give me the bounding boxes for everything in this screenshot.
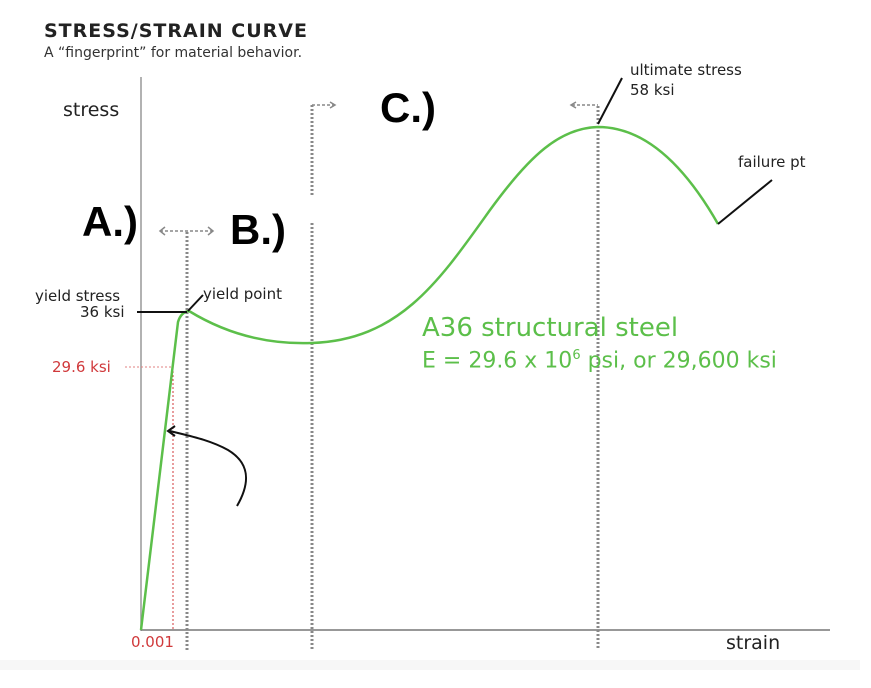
- material-name: A36 structural steel: [422, 313, 679, 343]
- region-arrows: [158, 101, 598, 236]
- region-b-label: B.): [230, 206, 286, 253]
- footer-band: [0, 660, 860, 670]
- modulus-prefix: E = 29.6 x 10: [422, 348, 573, 374]
- ultimate-stress-label: ultimate stress: [630, 61, 742, 79]
- proportional-stress-label: 29.6 ksi: [52, 358, 111, 376]
- proportional-strain-label: 0.001: [131, 633, 174, 651]
- failure-point-label: failure pt: [738, 153, 806, 171]
- annotation-leaders: [137, 77, 773, 507]
- diagram-title: STRESS/STRAIN CURVE: [44, 20, 308, 42]
- y-axis-label: stress: [63, 99, 120, 121]
- region-dividers: [185, 105, 600, 650]
- modulus-text: E = 29.6 x 106 psi, or 29,600 ksi: [422, 348, 777, 373]
- x-axis-label: strain: [726, 632, 781, 654]
- modulus-exponent: 6: [572, 348, 581, 363]
- region-a-label: A.): [82, 198, 138, 245]
- yield-point-label: yield point: [203, 285, 282, 303]
- stress-strain-curve: [139, 125, 720, 631]
- ultimate-stress-value: 58 ksi: [630, 81, 675, 99]
- modulus-suffix: psi, or 29,600 ksi: [580, 348, 777, 374]
- yield-stress-label: yield stress: [35, 287, 121, 305]
- yield-stress-value: 36 ksi: [80, 303, 125, 321]
- region-c-label: C.): [380, 84, 436, 131]
- diagram-subtitle: A “fingerprint” for material behavior.: [44, 45, 303, 61]
